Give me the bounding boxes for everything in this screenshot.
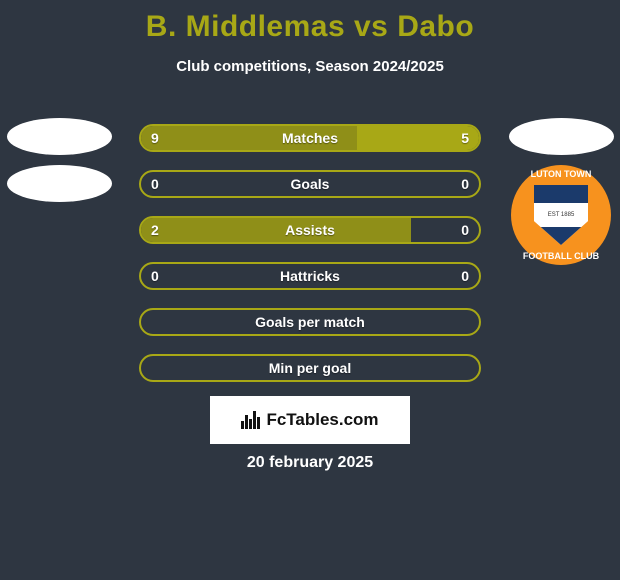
player2-badge-area: LUTON TOWN FOOTBALL CLUB EST 1885 [506, 118, 616, 265]
crest-ring-bottom: FOOTBALL CLUB [511, 251, 611, 261]
stat-fill-left [141, 218, 411, 242]
crest-ring-top: LUTON TOWN [511, 169, 611, 179]
stat-value-right: 5 [461, 130, 469, 146]
player1-badge-area [4, 118, 114, 202]
footer-date: 20 february 2025 [0, 454, 620, 472]
bars-icon [241, 411, 260, 429]
stat-label: Goals [291, 176, 330, 192]
stat-value-right: 0 [461, 176, 469, 192]
stat-label: Min per goal [269, 360, 351, 376]
stat-label: Goals per match [255, 314, 365, 330]
club-crest-luton: LUTON TOWN FOOTBALL CLUB EST 1885 [511, 165, 611, 265]
placeholder-ellipse [7, 165, 112, 202]
stat-label: Hattricks [280, 268, 340, 284]
placeholder-ellipse [509, 118, 614, 155]
page-title: B. Middlemas vs Dabo [0, 0, 620, 44]
stat-value-left: 2 [151, 222, 159, 238]
stat-row: Min per goal [139, 354, 481, 382]
stat-value-right: 0 [461, 268, 469, 284]
brand-text: FcTables.com [266, 410, 378, 430]
stat-value-left: 0 [151, 176, 159, 192]
placeholder-ellipse [7, 118, 112, 155]
subtitle: Club competitions, Season 2024/2025 [0, 58, 620, 75]
stat-label: Assists [285, 222, 335, 238]
stat-row: 0 0 Hattricks [139, 262, 481, 290]
stat-value-left: 9 [151, 130, 159, 146]
stat-row: 0 0 Goals [139, 170, 481, 198]
stat-label: Matches [282, 130, 338, 146]
stat-value-right: 0 [461, 222, 469, 238]
stat-row: Goals per match [139, 308, 481, 336]
stat-value-left: 0 [151, 268, 159, 284]
brand-logo: FcTables.com [210, 396, 410, 444]
stat-row: 2 0 Assists [139, 216, 481, 244]
stat-row: 9 5 Matches [139, 124, 481, 152]
comparison-bars: 9 5 Matches 0 0 Goals 2 0 Assists 0 0 Hattricks Goal… [139, 124, 481, 382]
